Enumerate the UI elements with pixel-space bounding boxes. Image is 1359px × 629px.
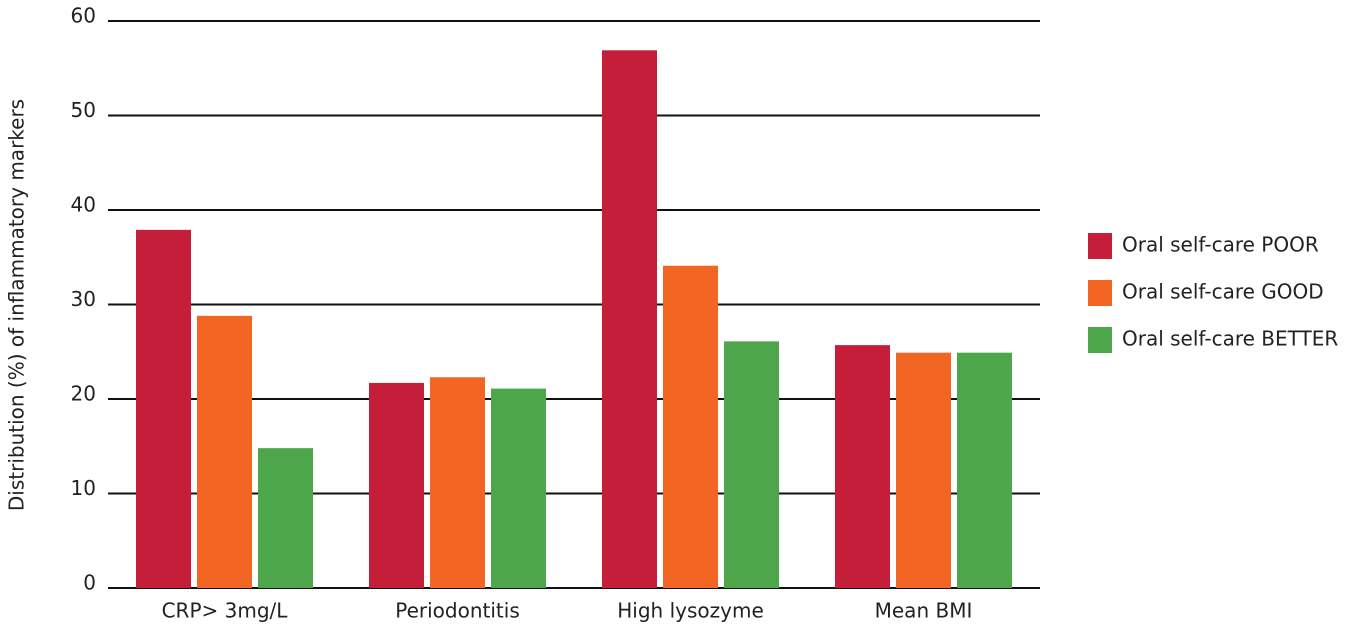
legend-label: Oral self-care POOR	[1122, 233, 1319, 257]
bar	[602, 50, 657, 589]
bar	[724, 341, 779, 588]
bar	[430, 377, 485, 588]
y-tick-label: 20	[71, 382, 96, 406]
y-tick-label: 10	[71, 476, 96, 500]
bar	[258, 448, 313, 588]
bar	[136, 229, 191, 588]
bar	[197, 315, 252, 588]
x-tick-label: Periodontitis	[395, 599, 520, 623]
x-tick-label: High lysozyme	[617, 599, 764, 623]
y-tick-label: 40	[71, 193, 96, 217]
bar	[663, 265, 718, 588]
legend-swatch	[1088, 233, 1112, 259]
y-tick-label: 50	[71, 98, 96, 122]
y-tick-label: 60	[71, 4, 96, 28]
y-tick-label: 30	[71, 287, 96, 311]
y-tick-label: 0	[83, 571, 96, 595]
bar	[835, 345, 890, 588]
bar	[491, 388, 546, 588]
bar	[957, 352, 1012, 588]
legend-swatch	[1088, 280, 1112, 306]
bar	[896, 352, 951, 588]
legend-label: Oral self-care GOOD	[1122, 280, 1324, 304]
x-tick-label: CRP> 3mg/L	[162, 599, 289, 623]
bar	[369, 382, 424, 588]
x-tick-label: Mean BMI	[875, 599, 973, 623]
y-axis-label: Distribution (%) of inflammatory markers	[5, 99, 29, 511]
legend-label: Oral self-care BETTER	[1122, 327, 1338, 351]
legend-swatch	[1088, 327, 1112, 353]
